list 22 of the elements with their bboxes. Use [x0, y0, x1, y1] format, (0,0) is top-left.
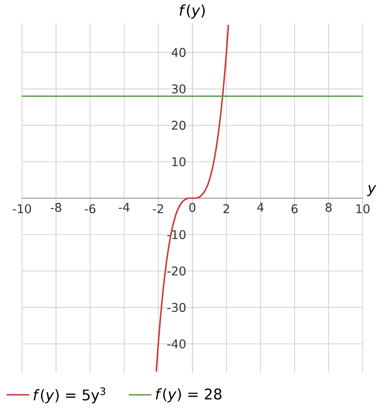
- y-tick-label: 20: [172, 120, 186, 130]
- x-tick-label: 6: [292, 204, 298, 214]
- y-axis-title: f(y): [180, 4, 205, 19]
- x-tick-label: 2: [224, 204, 230, 214]
- x-tick-label: -10: [12, 204, 32, 214]
- x-tick-label: -2: [153, 204, 164, 214]
- y-tick-label: 40: [172, 48, 186, 57]
- legend-label: f(y) = 28: [156, 388, 222, 402]
- legend-label: f(y) = 5y$^{3}$: [34, 387, 106, 404]
- y-tick-label: -30: [167, 302, 186, 312]
- x-tick-label: 4: [257, 202, 264, 212]
- x-tick-label: 8: [326, 202, 332, 212]
- x-tick-label: -6: [84, 204, 96, 214]
- y-tick-label: -40: [167, 339, 186, 348]
- x-tick-label: -4: [118, 202, 130, 212]
- y-tick-label: -20: [167, 266, 186, 276]
- x-tick-label: -8: [50, 202, 62, 212]
- y-tick-label: 30: [172, 84, 186, 94]
- y-tick-label: 10: [172, 157, 186, 166]
- x-axis-title: y: [367, 185, 376, 196]
- x-tick-label: 0: [189, 202, 196, 212]
- x-tick-label: 10: [356, 204, 370, 214]
